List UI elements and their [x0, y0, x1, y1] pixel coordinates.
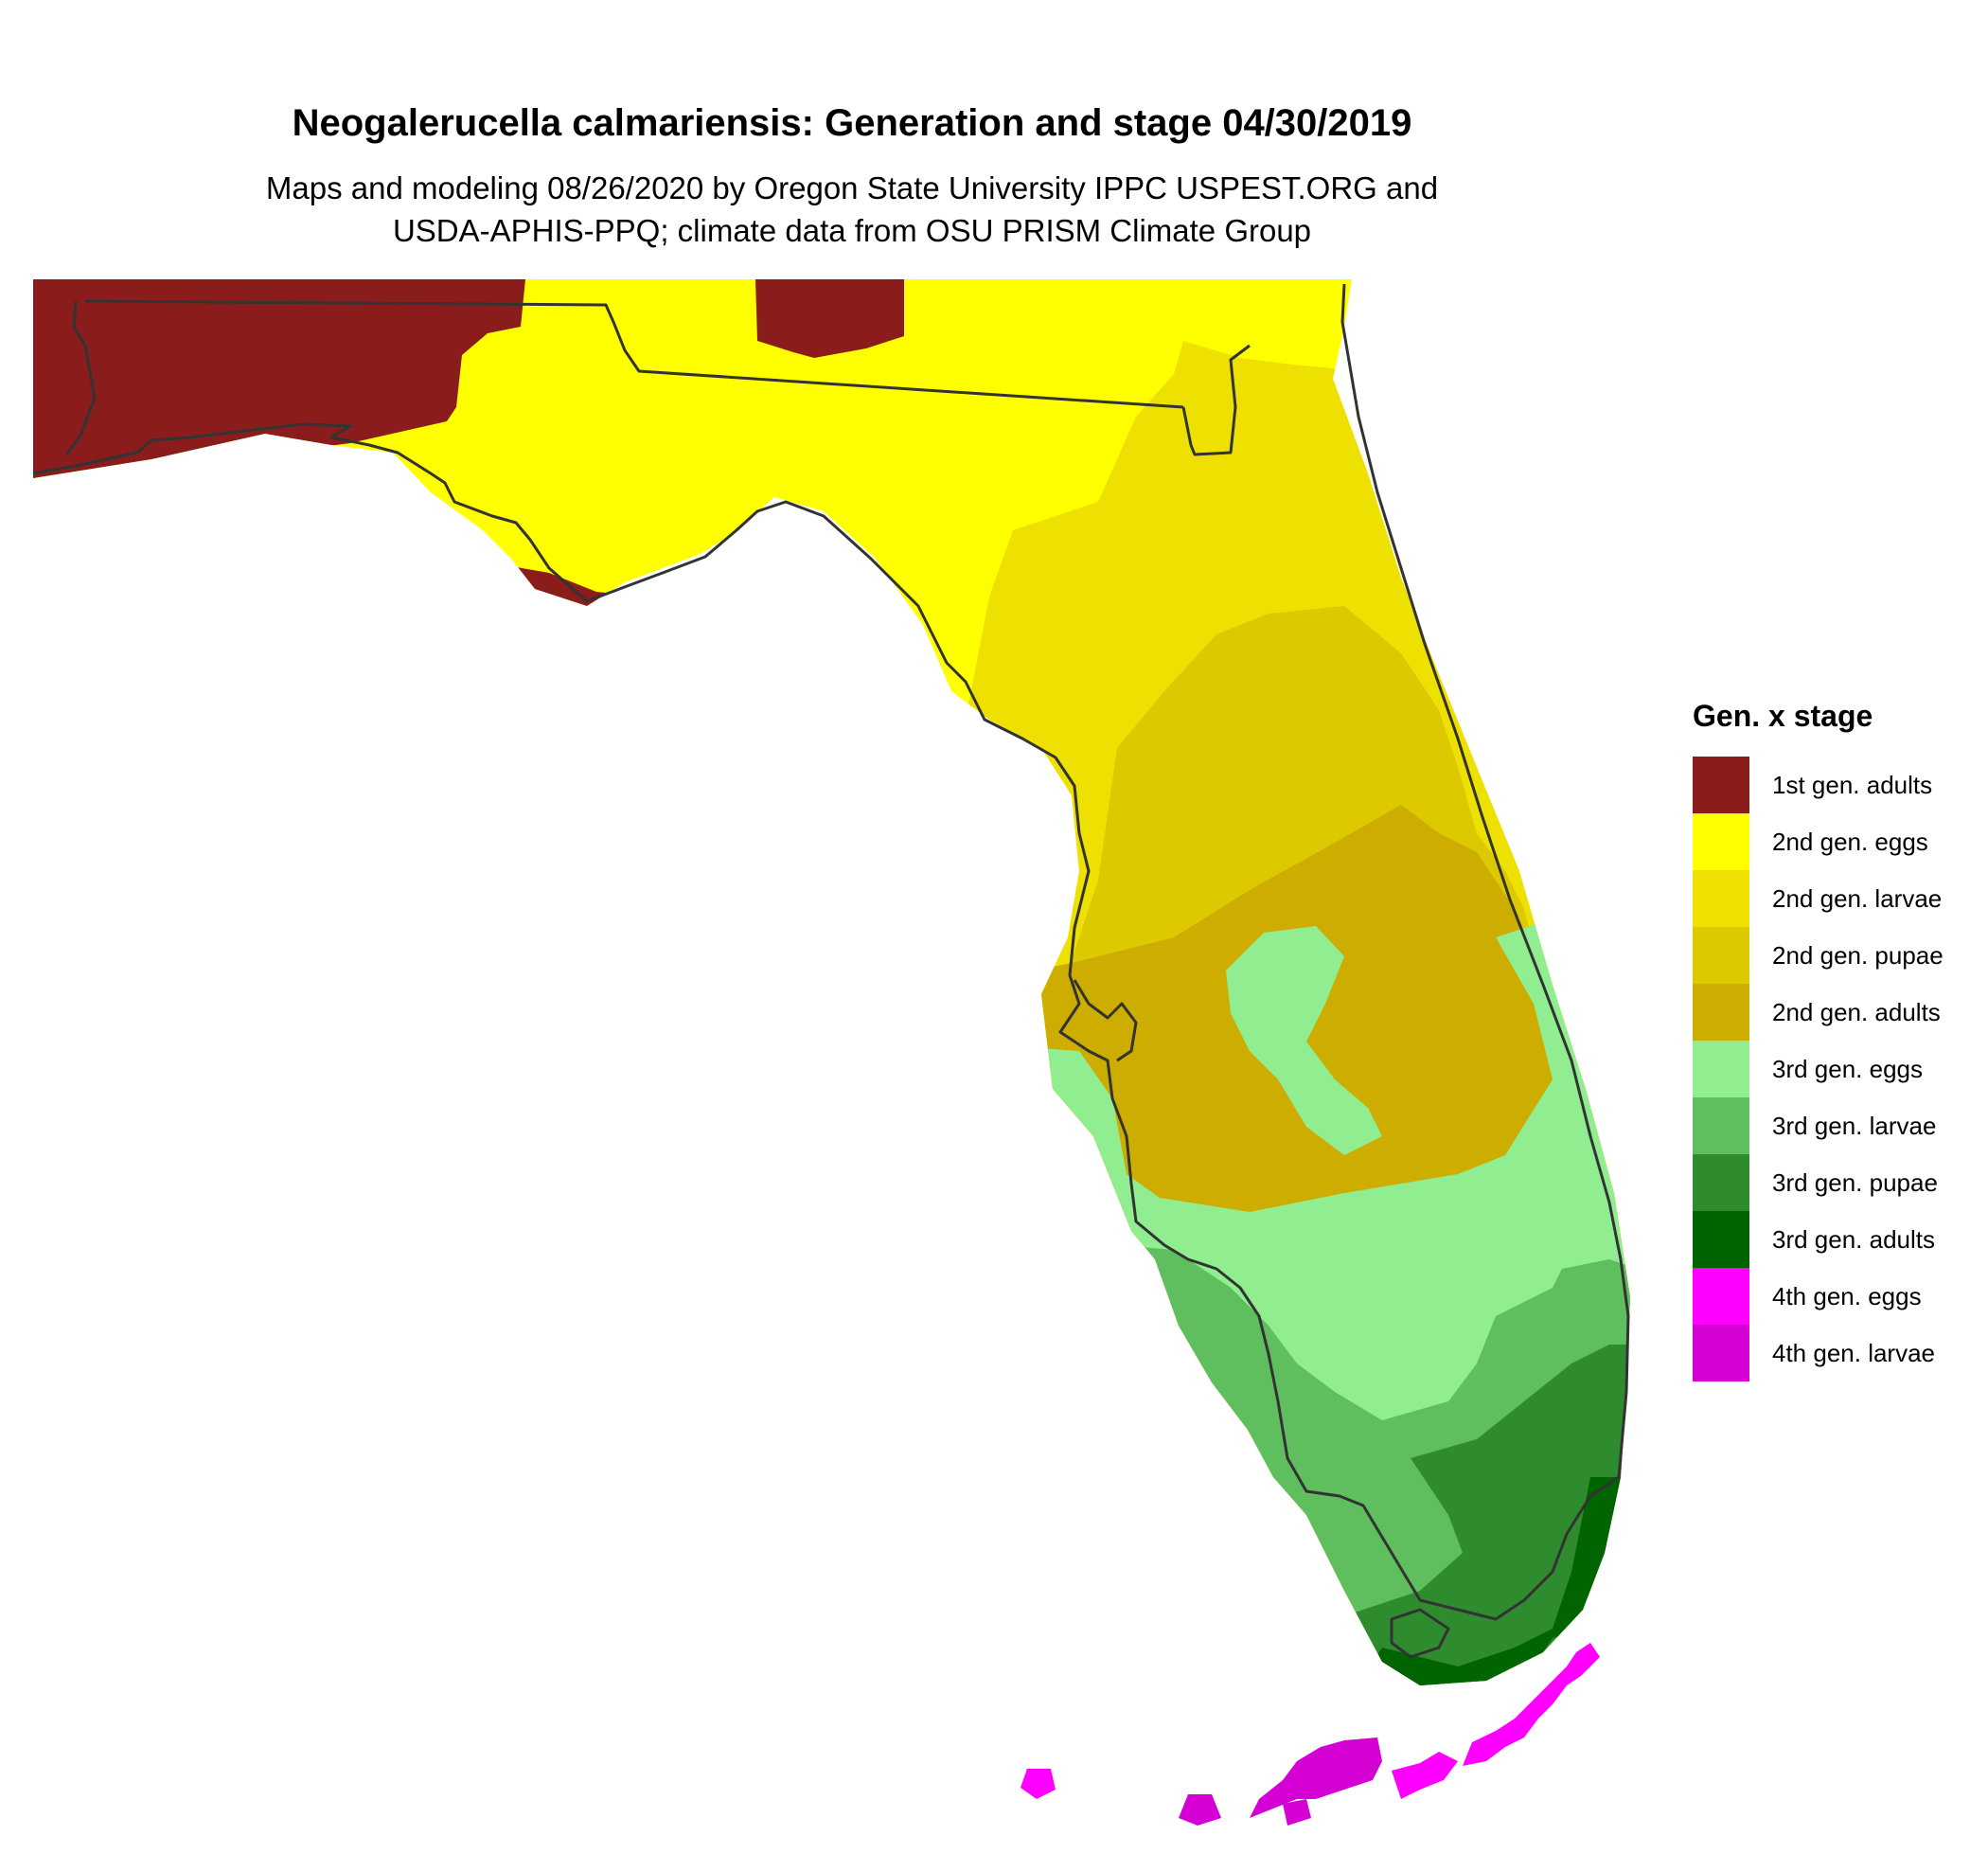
legend-item-4th-gen-larvae: 4th gen. larvae: [1693, 1325, 1944, 1381]
legend-label: 2nd gen. larvae: [1772, 883, 1943, 913]
legend-label: 3rd gen. adults: [1772, 1224, 1936, 1254]
keys-middle: [1392, 1752, 1458, 1799]
legend-swatch: [1693, 984, 1749, 1041]
zone-3rd-gen-eggs-interior: [1226, 926, 1382, 1155]
legend-swatch: [1693, 1325, 1749, 1381]
keys-west-a: [1179, 1794, 1221, 1826]
legend-swatch: [1693, 757, 1749, 813]
legend-swatch: [1693, 1041, 1749, 1097]
keys-lower: [1250, 1737, 1382, 1818]
legend-item-4th-gen-eggs: 4th gen. eggs: [1693, 1268, 1944, 1325]
legend-items: 1st gen. adults 2nd gen. eggs 2nd gen. l…: [1693, 757, 1944, 1381]
legend-item-3rd-gen-adults: 3rd gen. adults: [1693, 1211, 1944, 1268]
legend-label: 2nd gen. pupae: [1772, 940, 1944, 970]
legend-item-3rd-gen-pupae: 3rd gen. pupae: [1693, 1154, 1944, 1211]
lake-okeechobee-outline: [1390, 1608, 1450, 1659]
legend-item-2nd-gen-larvae: 2nd gen. larvae: [1693, 870, 1944, 927]
keys-west-b: [1021, 1769, 1056, 1799]
zone-1st-gen-adults-panhandle: [33, 279, 525, 478]
zone-1st-gen-adults-north: [755, 279, 904, 358]
legend-item-1st-gen-adults: 1st gen. adults: [1693, 757, 1944, 813]
georgia-state-line: [1181, 344, 1251, 456]
legend-title: Gen. x stage: [1693, 699, 1873, 733]
legend-swatch: [1693, 1211, 1749, 1268]
zone-3rd-gen-pupae: [1306, 1345, 1630, 1685]
florida-coastline: [32, 283, 1630, 1621]
legend-swatch: [1693, 870, 1749, 927]
stage-zones: [33, 279, 1630, 1685]
legend-label: 4th gen. larvae: [1772, 1338, 1936, 1367]
legend-item-3rd-gen-eggs: 3rd gen. eggs: [1693, 1041, 1944, 1097]
legend-swatch: [1693, 1097, 1749, 1154]
map-subtitle-line2: USDA-APHIS-PPQ; climate data from OSU PR…: [392, 213, 1312, 248]
alabama-west-line: [64, 300, 97, 455]
map-title: Neogalerucella calmariensis: Generation …: [292, 102, 1412, 144]
map-subtitle-line1: Maps and modeling 08/26/2020 by Oregon S…: [265, 170, 1439, 205]
keys-west-c: [1283, 1799, 1311, 1826]
alabama-state-line: [84, 299, 1184, 409]
state-boundary-lines: [32, 283, 1630, 1659]
legend-label: 1st gen. adults: [1772, 770, 1933, 799]
legend-label: 3rd gen. pupae: [1772, 1167, 1938, 1197]
legend-item-2nd-gen-pupae: 2nd gen. pupae: [1693, 927, 1944, 984]
legend-label: 4th gen. eggs: [1772, 1281, 1922, 1310]
legend-label: 3rd gen. eggs: [1772, 1054, 1924, 1083]
tampa-bay-outline: [1073, 979, 1138, 1062]
legend-swatch: [1693, 813, 1749, 870]
legend-item-2nd-gen-eggs: 2nd gen. eggs: [1693, 813, 1944, 870]
legend-label: 3rd gen. larvae: [1772, 1111, 1937, 1140]
legend-item-3rd-gen-larvae: 3rd gen. larvae: [1693, 1097, 1944, 1154]
florida-stage-map: [32, 279, 1630, 1826]
legend-swatch: [1693, 1268, 1749, 1325]
legend-label: 2nd gen. eggs: [1772, 827, 1928, 856]
legend-label: 2nd gen. adults: [1772, 997, 1941, 1026]
legend: Gen. x stage 1st gen. adults 2nd gen. eg…: [1693, 699, 1944, 1381]
legend-swatch: [1693, 1154, 1749, 1211]
legend-swatch: [1693, 927, 1749, 984]
pink-tip-keys: [1463, 1643, 1600, 1766]
legend-item-2nd-gen-adults: 2nd gen. adults: [1693, 984, 1944, 1041]
